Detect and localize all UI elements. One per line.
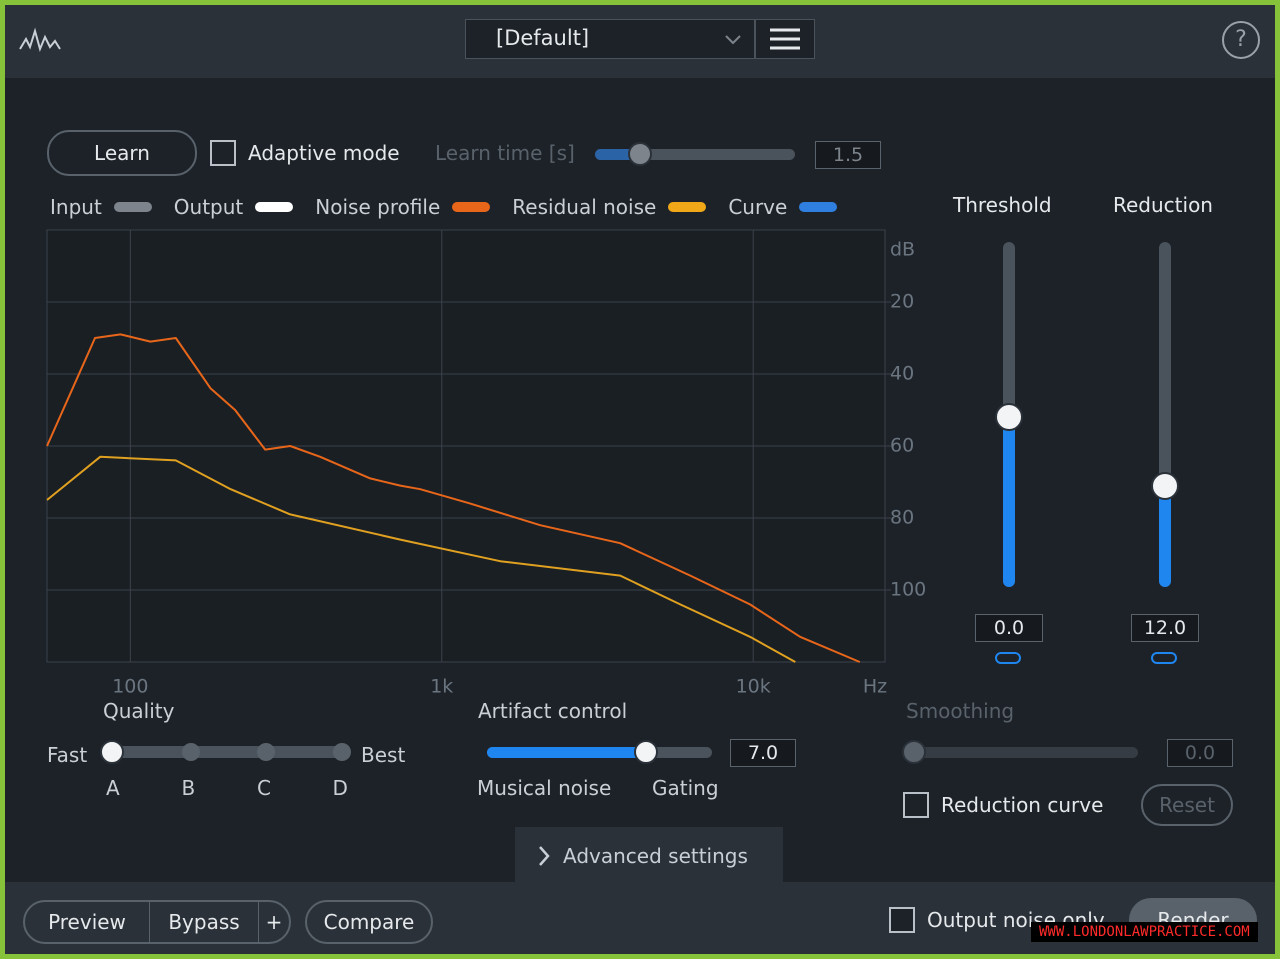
compare-button[interactable]: Compare — [305, 900, 433, 944]
quality-fast: Fast — [47, 743, 88, 767]
plus-button[interactable]: + — [265, 910, 283, 934]
legend-swatch — [452, 202, 491, 212]
quality-option: D — [332, 776, 348, 800]
adaptive-mode-label: Adaptive mode — [248, 141, 400, 165]
legend-item: Input — [50, 195, 152, 219]
y-tick-label: 100 — [890, 579, 926, 601]
spectrum-line — [46, 333, 861, 663]
learn-time-value[interactable]: 1.5 — [815, 141, 881, 169]
legend-item: Noise profile — [315, 195, 491, 219]
reduction-curve-checkbox[interactable] — [903, 792, 929, 818]
quality-label: Quality — [103, 699, 175, 723]
bypass-button[interactable]: Bypass — [150, 902, 259, 942]
quality-option: C — [257, 776, 271, 800]
preset-dropdown[interactable]: [Default] — [465, 19, 755, 59]
smoothing-value[interactable]: 0.0 — [1167, 739, 1233, 767]
legend-item: Output — [173, 195, 294, 219]
menu-icon — [770, 28, 800, 50]
threshold-fill — [1003, 415, 1015, 587]
preset-name: [Default] — [496, 26, 590, 50]
artifact-right: Gating — [652, 776, 719, 800]
chevron — [539, 846, 550, 866]
y-tick-label: 40 — [890, 363, 914, 385]
preview-group: Preview Bypass + — [23, 900, 291, 944]
quality-option: A — [106, 776, 120, 800]
artifact-value[interactable]: 7.0 — [730, 739, 796, 767]
reduction-fill — [1159, 485, 1171, 587]
artifact-left: Musical noise — [477, 776, 612, 800]
quality-option: B — [181, 776, 196, 800]
y-unit: dB — [890, 239, 915, 261]
reset-button[interactable]: Reset — [1141, 784, 1233, 826]
artifact-control-label: Artifact control — [478, 699, 628, 723]
threshold-knob[interactable] — [995, 403, 1023, 431]
link-icons — [995, 652, 1177, 664]
output-noise-checkbox[interactable] — [889, 907, 915, 933]
legend-item: Residual noise — [512, 195, 707, 219]
adaptive-mode-checkbox[interactable] — [210, 140, 236, 166]
artifact-knob[interactable] — [634, 740, 658, 764]
advanced-settings-label: Advanced settings — [563, 844, 748, 868]
reduction-curve-label: Reduction curve — [941, 793, 1104, 817]
legend-label: Residual noise — [512, 195, 657, 219]
y-tick-label: 60 — [890, 435, 914, 457]
legend-swatch — [668, 202, 707, 212]
threshold-value[interactable]: 0.0 — [975, 614, 1043, 642]
learn-time-knob[interactable] — [628, 142, 652, 166]
legend-swatch — [255, 202, 294, 212]
quality-knob[interactable] — [100, 740, 124, 764]
quality-track[interactable] — [112, 746, 348, 758]
dropdown-arrow — [725, 35, 741, 45]
spectrum-line — [46, 455, 796, 663]
preset-menu[interactable] — [755, 19, 815, 59]
quality-dot — [257, 743, 275, 761]
y-tick-label: 80 — [890, 507, 914, 529]
y-tick-label: 20 — [890, 291, 914, 313]
spectrum-chart: 20 40 60 80 100 100 1k 10k dB Hz — [46, 229, 926, 698]
advanced-settings[interactable]: Advanced settings — [515, 827, 783, 882]
reduction-knob[interactable] — [1151, 472, 1179, 500]
watermark: WWW.LONDONLAWPRACTICE.COM — [1031, 922, 1258, 942]
x-tick-label: 100 — [112, 676, 148, 698]
logo — [19, 27, 61, 53]
learn-button[interactable]: Learn — [47, 130, 197, 176]
smoothing-knob[interactable] — [902, 740, 926, 764]
learn-time-track[interactable] — [595, 149, 795, 160]
legend-label: Output — [173, 195, 244, 219]
x-tick-label: 1k — [430, 676, 453, 698]
legend-swatch — [113, 202, 152, 212]
quality-dot — [332, 743, 351, 761]
preview-button[interactable]: Preview — [25, 902, 150, 942]
learn-time-fill — [595, 149, 640, 160]
quality-best: Best — [361, 743, 406, 767]
legend: Input Output Noise profile Residual noise Cu… — [50, 195, 838, 219]
legend-label: Curve — [728, 195, 788, 219]
x-unit: Hz — [863, 676, 887, 698]
learn-time-label: Learn time [s] — [435, 141, 575, 165]
smoothing-label: Smoothing — [906, 699, 1015, 723]
quality-dot — [181, 743, 200, 761]
legend-label: Noise profile — [315, 195, 441, 219]
legend-item: Curve — [728, 195, 838, 219]
threshold-label: Threshold — [953, 193, 1052, 217]
reduction-label: Reduction — [1113, 193, 1213, 217]
reduction-value[interactable]: 12.0 — [1131, 614, 1199, 642]
legend-swatch — [799, 202, 838, 212]
help-button[interactable]: ? — [1222, 21, 1260, 59]
smoothing-track[interactable] — [910, 747, 1138, 758]
artifact-fill — [487, 747, 647, 758]
legend-label: Input — [50, 195, 102, 219]
x-tick-label: 10k — [736, 676, 771, 698]
